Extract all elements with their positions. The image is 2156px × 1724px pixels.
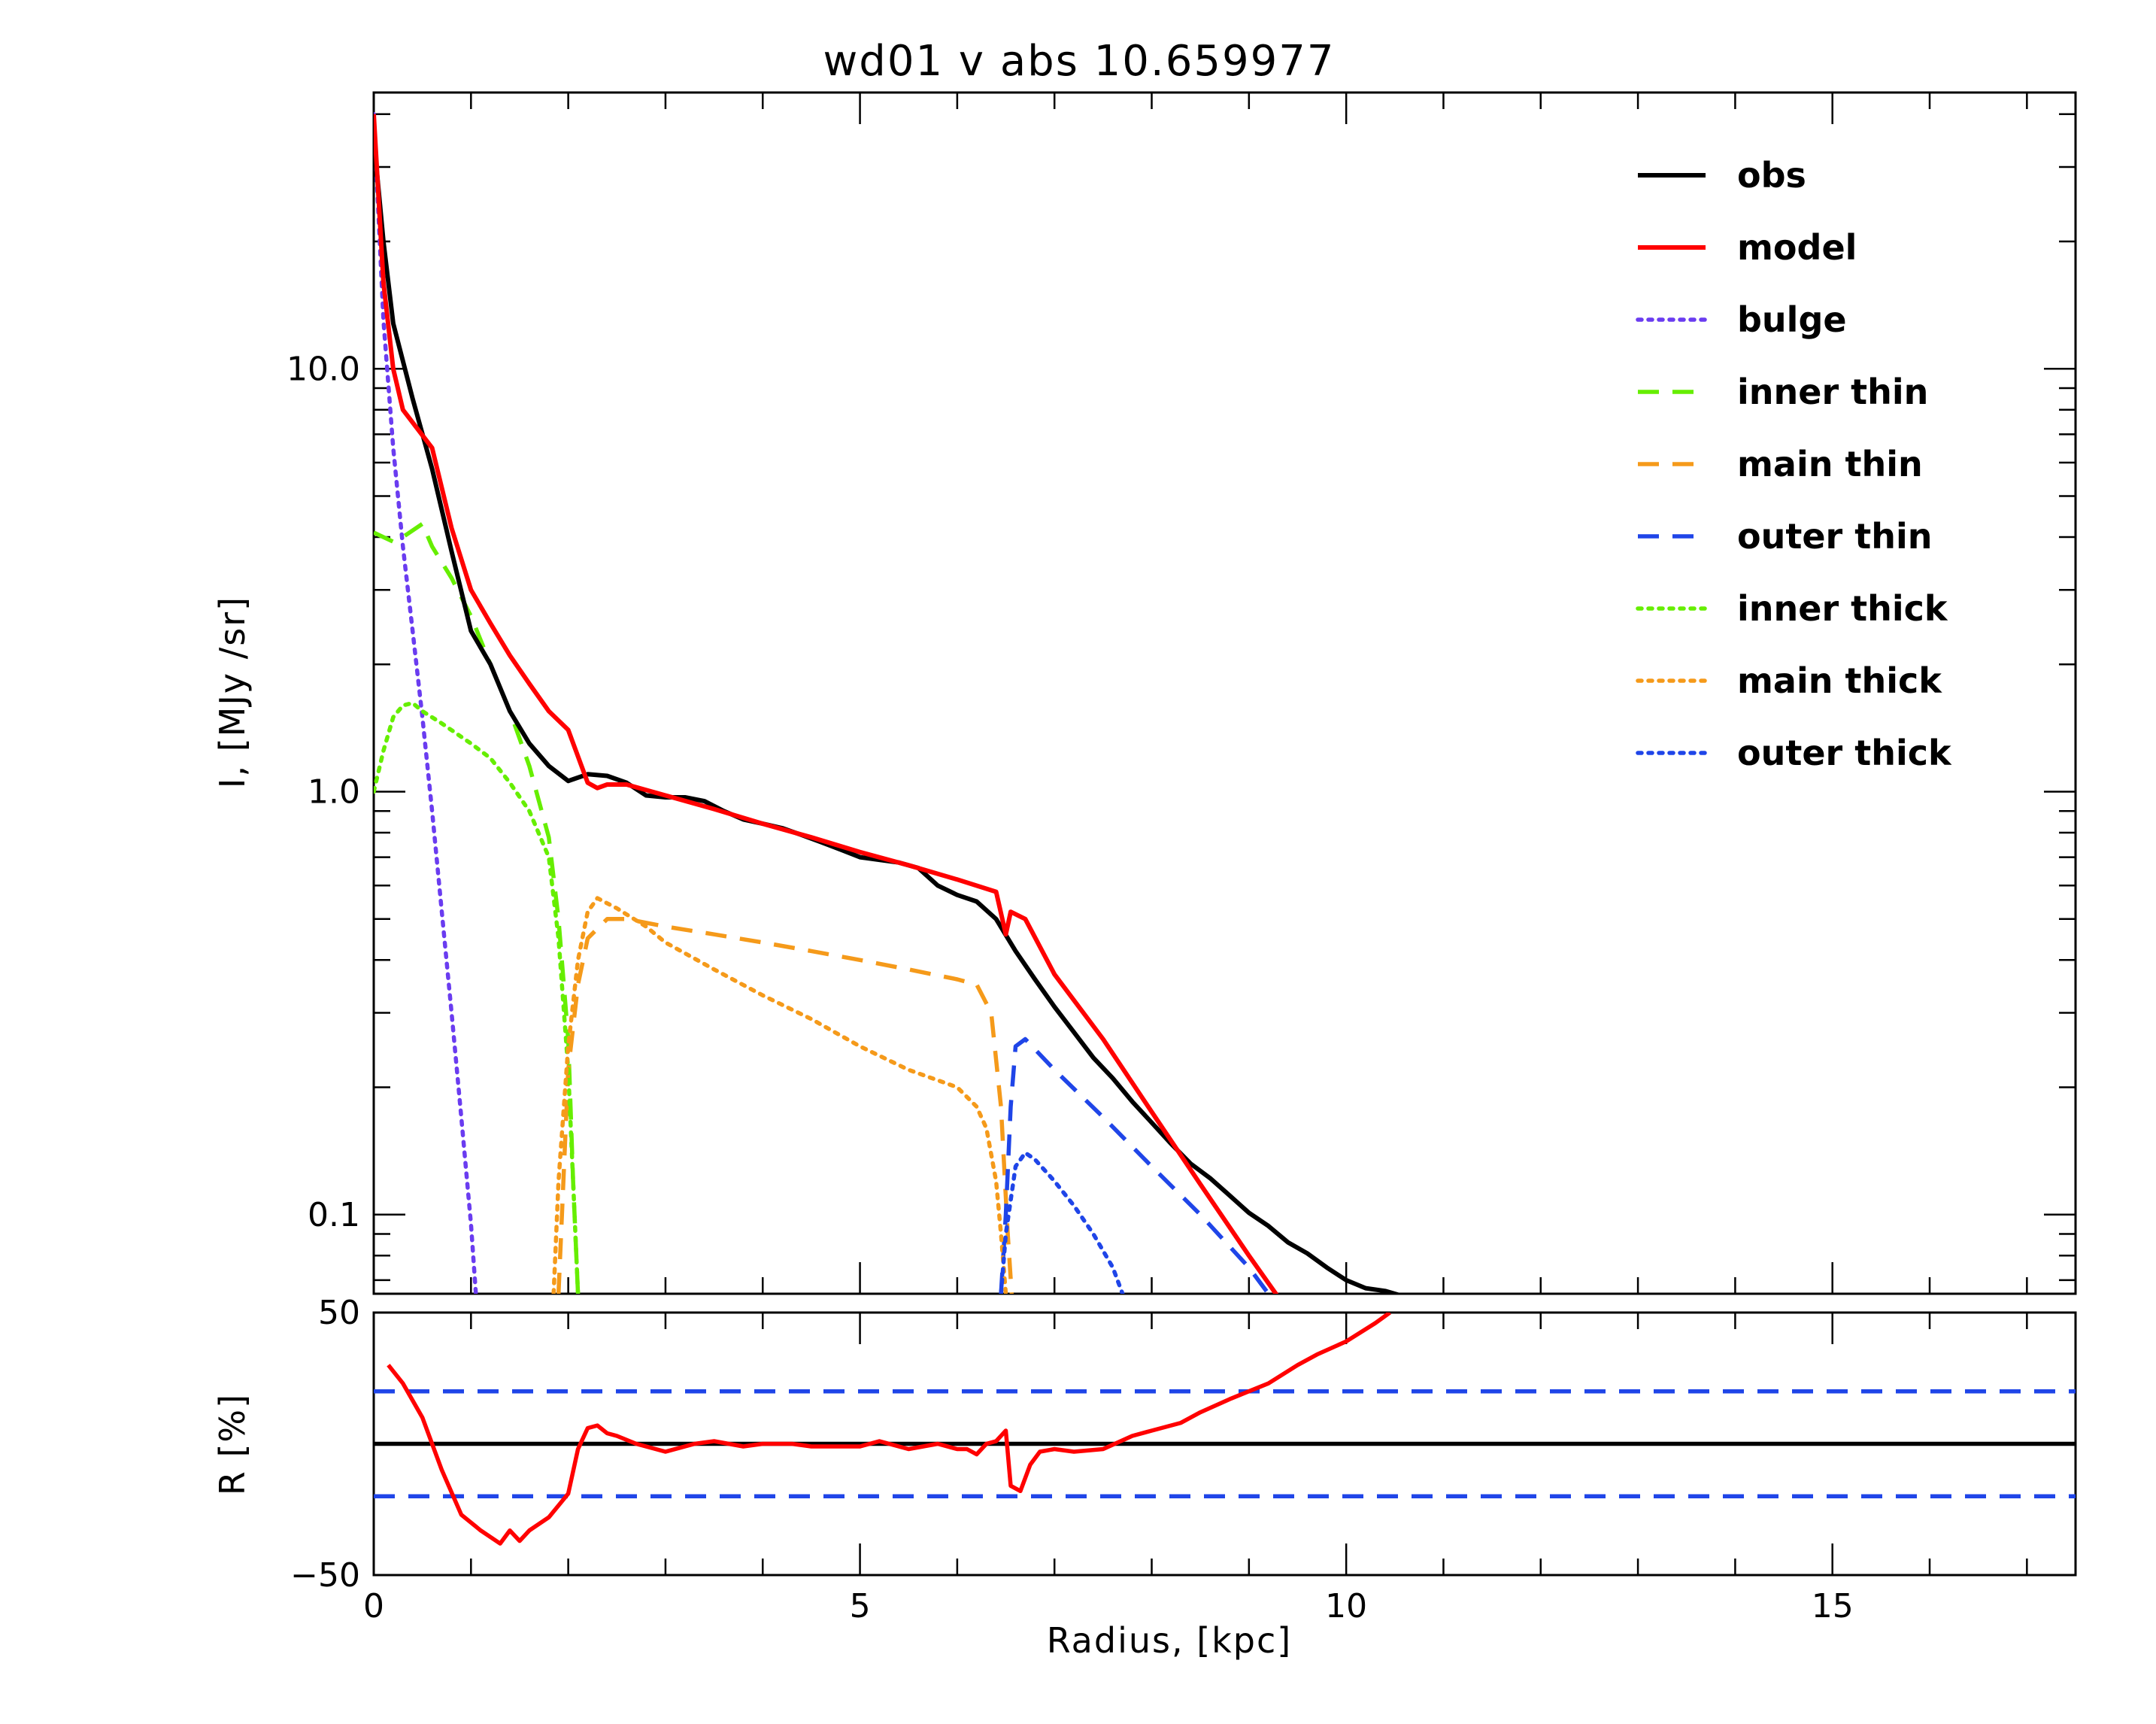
series-residual (387, 1313, 1391, 1546)
legend-label: inner thick (1737, 588, 1948, 629)
series-main-thick (551, 896, 1008, 1294)
y-tick-label: 0.1 (308, 1196, 360, 1234)
top-panel-frame (372, 91, 2077, 1295)
bottom-panel-ticks: 0 5 10 15 50 −50 (290, 1294, 2028, 1625)
x-tick-label: 10 (1325, 1587, 1367, 1625)
series-obs (374, 138, 1403, 1294)
series-outer-thick (999, 1150, 1125, 1294)
bottom-panel-series (374, 1313, 2076, 1546)
y-tick-label: −50 (290, 1556, 360, 1595)
top-panel-ticks: 0.1 1.0 10.0 (287, 93, 2076, 1294)
series-bulge (374, 112, 478, 1294)
legend: obs model bulge inner thin main thin outer th… (1636, 155, 1952, 773)
legend-label: main thin (1737, 444, 1923, 484)
top-panel-series (374, 112, 1403, 1294)
legend-label: model (1737, 227, 1857, 268)
x-axis-label: Radius, [kpc] (1047, 1620, 1293, 1661)
y-tick-label: 1.0 (308, 773, 360, 812)
series-inner-thick (374, 700, 581, 1294)
legend-label: obs (1737, 155, 1806, 196)
y-tick-label: 10.0 (287, 350, 360, 388)
legend-label: bulge (1737, 299, 1847, 340)
legend-label: outer thick (1737, 733, 1952, 773)
series-model (374, 114, 1279, 1294)
series-main-thin (556, 917, 1014, 1294)
legend-label: outer thin (1737, 516, 1933, 557)
top-panel: 0.1 1.0 10.0 I, [MJy /sr] (212, 91, 2077, 1295)
series-outer-thin (999, 1037, 1270, 1294)
top-y-axis-label: I, [MJy /sr] (212, 596, 253, 788)
bottom-y-axis-label: R [%] (212, 1393, 253, 1495)
bottom-panel: 0 5 10 15 50 −50 R [%] Radius, [kpc] (212, 1294, 2077, 1661)
chart-title: wd01 v abs 10.659977 (823, 37, 1335, 86)
y-tick-label: 50 (318, 1294, 360, 1332)
legend-label: main thick (1737, 660, 1942, 701)
legend-label: inner thin (1737, 372, 1928, 412)
x-tick-label: 0 (363, 1587, 384, 1625)
x-tick-label: 5 (850, 1587, 871, 1625)
x-tick-label: 15 (1812, 1587, 1854, 1625)
